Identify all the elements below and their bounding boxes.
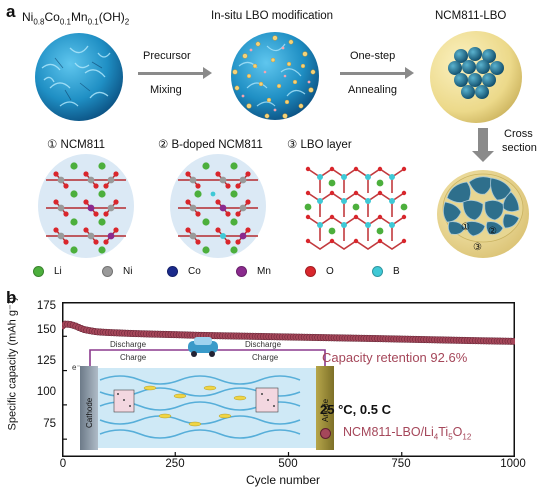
y-tick-125: 125 — [36, 355, 56, 367]
cross-section-particle: ① ② ③ — [437, 170, 529, 258]
panel-a-label: a — [6, 2, 16, 21]
ni-dot — [102, 266, 113, 277]
cathode-label: Cathode — [85, 397, 94, 428]
x-tick-0: 0 — [59, 458, 67, 470]
cross-section-mark-2: ② — [488, 226, 497, 237]
series-legend: NCM811-LBO/Li4Ti5O12 — [320, 425, 471, 442]
y-tick-175: 175 — [36, 300, 56, 312]
panel-b-label: b — [6, 288, 17, 307]
mn-dot — [236, 266, 247, 277]
cross-section-mark-1: ① — [461, 222, 470, 233]
x-tick-750: 750 — [391, 458, 411, 470]
y-tick-150: 150 — [36, 324, 56, 336]
charge-right-label: Charge — [252, 353, 279, 362]
cathode-electrode — [80, 366, 98, 450]
arrow-cross-section — [472, 128, 494, 162]
b-doped-ncm811-structure — [170, 154, 266, 258]
precursor-formula: Ni0.8Co0.1Mn0.1(OH)2 — [22, 10, 130, 27]
legend-o: O — [305, 266, 334, 277]
discharge-right-label: Discharge — [245, 340, 282, 349]
car-icon — [188, 337, 218, 357]
legend-b: B — [372, 266, 400, 277]
y-tick-100: 100 — [36, 386, 56, 398]
battery-inset: Discharge Charge Discharge Charge e⁻ Cat… — [72, 337, 334, 450]
condition-annotation: 25 °C, 0.5 C — [320, 402, 391, 417]
arrow-annealing — [340, 67, 414, 79]
y-axis-title: Specific capacity (mAh g⁻¹) — [6, 296, 19, 431]
legend-mn: Mn — [236, 266, 271, 277]
legend-marker — [320, 427, 331, 439]
anode-label: Anode — [321, 398, 330, 422]
ncm811-lbo-particle — [430, 31, 522, 123]
x-tick-1000: 1000 — [500, 458, 526, 470]
co-dot — [167, 266, 178, 277]
x-axis-title: Cycle number — [246, 473, 321, 487]
step3-top-label: Cross — [504, 128, 533, 140]
cross-section-mark-3: ③ — [473, 242, 482, 253]
legend-label: NCM811-LBO/Li4Ti5O12 — [343, 425, 472, 442]
legend-co: Co — [167, 266, 201, 277]
product-title: NCM811-LBO — [435, 10, 507, 22]
li-dot — [33, 266, 44, 277]
lbo-layer-structure — [304, 166, 408, 250]
precursor-particle — [35, 33, 123, 121]
legend-li: Li — [33, 266, 62, 277]
structure-label-3: ③ LBO layer — [287, 139, 352, 151]
ncm811-structure — [38, 154, 134, 258]
x-tick-500: 500 — [278, 458, 298, 470]
step1-top-label: Precursor — [143, 50, 191, 62]
step1-bottom-label: Mixing — [150, 84, 182, 96]
step3-bottom-label: section — [502, 142, 537, 154]
capacity-chart — [62, 302, 515, 457]
retention-annotation: Capacity retention 92.6% — [322, 350, 468, 365]
axis-ticks — [62, 302, 515, 457]
discharge-left-label: Discharge — [110, 340, 147, 349]
charge-left-label: Charge — [120, 353, 147, 362]
legend-ni: Ni — [102, 266, 132, 277]
electron-label: e⁻ — [72, 363, 81, 372]
y-tick-75: 75 — [43, 418, 56, 430]
series-points — [62, 320, 515, 345]
arrow-precursor-mixing — [138, 67, 212, 79]
structure-label-2: ② B-doped NCM811 — [158, 139, 263, 151]
lbo-modified-particle — [231, 32, 319, 120]
x-tick-250: 250 — [165, 458, 185, 470]
step2-bottom-label: Annealing — [348, 84, 397, 96]
o-dot — [305, 266, 316, 277]
structure-label-1: ① NCM811 — [47, 139, 106, 151]
modification-title: In-situ LBO modification — [211, 10, 334, 22]
b-dot — [372, 266, 383, 277]
data-point — [510, 337, 515, 345]
step2-top-label: One-step — [350, 50, 396, 62]
